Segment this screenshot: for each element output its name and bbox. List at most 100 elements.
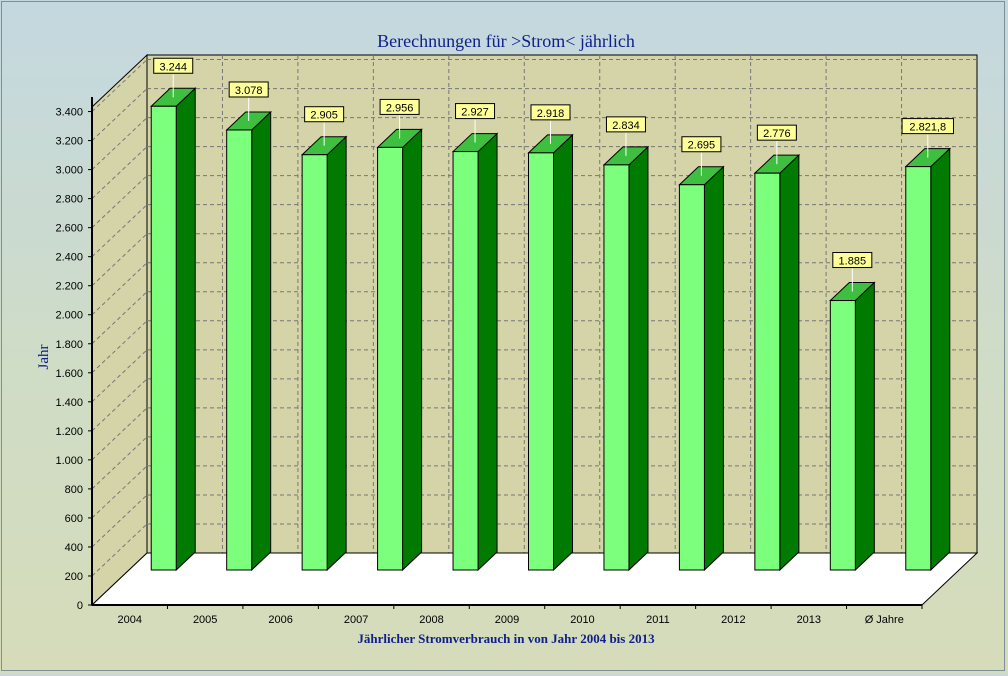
bar-side (326, 135, 347, 572)
data-label-box (832, 252, 873, 269)
y-tick-label: 3.400 (55, 107, 83, 119)
grid-line (91, 291, 148, 345)
bar-front (603, 164, 630, 571)
bar-side (402, 128, 423, 572)
data-label-box (605, 116, 646, 133)
bar-side (628, 145, 649, 572)
x-tick-label: 2011 (646, 614, 670, 626)
x-tick-label: 2004 (117, 614, 141, 626)
y-tick-label: 2.000 (55, 310, 83, 322)
grid-line (91, 175, 148, 229)
bar-front (528, 152, 554, 571)
bar-2013 (829, 281, 876, 572)
data-label: 2.905 (310, 110, 338, 122)
x-tick-label: 2007 (344, 614, 368, 626)
data-label-box (379, 98, 420, 115)
data-label-box (304, 106, 345, 123)
bar-2005 (225, 110, 272, 572)
grid-line (91, 146, 148, 199)
grid-line (91, 494, 148, 548)
bar-2007 (376, 128, 423, 572)
grid-line (91, 233, 148, 287)
bar-front (754, 172, 781, 571)
x-tick-label: 2013 (797, 614, 821, 626)
y-tick-label: 2.400 (55, 252, 83, 264)
bar-2009 (527, 133, 574, 572)
bar-2012 (753, 153, 801, 572)
grid-line (91, 436, 148, 490)
y-tick-label: 0 (77, 600, 83, 612)
bar-side (854, 281, 875, 572)
y-tick-label: 1.600 (55, 368, 83, 380)
chart-title: Berechnungen für >Strom< jährlich (377, 31, 635, 51)
grid-line (91, 523, 148, 577)
data-label: 2.956 (386, 102, 414, 114)
x-tick-label: 2010 (570, 614, 594, 626)
data-label: 2.834 (612, 120, 640, 132)
bar-side (930, 147, 951, 572)
bar-side (477, 132, 498, 572)
x-axis-ticks: 2004 2005 2006 2007 2008 2009 2010 2011 2012 2013… (117, 605, 923, 626)
bar-Ø Jahre (904, 147, 952, 572)
y-tick-label: 3.000 (55, 165, 83, 177)
y-tick-label: 1.200 (55, 426, 83, 438)
bar-2008 (451, 132, 499, 572)
grid-line (91, 262, 148, 316)
x-tick-label: 2009 (495, 614, 519, 626)
grid-line (91, 407, 148, 461)
y-tick-label: 800 (65, 484, 83, 496)
x-tick-label: 2012 (721, 614, 745, 626)
y-tick-label: 2.200 (55, 281, 83, 293)
data-label: 2.918 (537, 108, 565, 120)
y-tick-label: 3.200 (55, 136, 83, 148)
grid-line (91, 117, 148, 170)
data-label-box (455, 103, 496, 120)
x-tick-label: Ø Jahre (865, 614, 904, 626)
bar-2011 (678, 165, 725, 572)
bar-2006 (300, 135, 348, 572)
bar-side (553, 133, 573, 572)
bar-front (905, 166, 932, 571)
bar-2010 (602, 145, 650, 572)
data-label-box (901, 118, 954, 135)
grid-line (91, 465, 148, 519)
bars (149, 87, 952, 572)
y-tick-label: 1.400 (55, 397, 83, 409)
x-tick-label: 2005 (193, 614, 217, 626)
bar-side (175, 87, 196, 572)
data-label: 3.078 (235, 85, 263, 97)
y-tick-label: 2.600 (55, 223, 83, 235)
y-axis-ticks: 0 200 400 600 800 1.000 1.200 1.400 1.600 1.800 2.… (55, 107, 92, 612)
data-label: 2.695 (688, 140, 716, 152)
data-label-box (756, 124, 797, 141)
data-label: 3.244 (159, 61, 187, 73)
y-tick-label: 200 (65, 571, 83, 583)
bar-front (377, 146, 404, 571)
grid-line (91, 59, 148, 112)
y-tick-label: 1.000 (55, 455, 83, 467)
data-label: 2.927 (461, 107, 489, 119)
grid-line (91, 204, 148, 258)
y-tick-label: 400 (65, 542, 83, 554)
y-tick-label: 2.800 (55, 194, 83, 206)
data-labels: 3.244 3.078 2.905 2.956 2.927 2.918 2.834 2.695… (153, 57, 954, 292)
bar-front (452, 151, 479, 571)
y-tick-label: 600 (65, 513, 83, 525)
grid-line (91, 349, 148, 403)
data-label-box (530, 104, 571, 121)
bar-2004 (149, 87, 197, 572)
bar-front (678, 184, 705, 571)
data-label-box (681, 136, 722, 153)
bar-front (150, 105, 177, 571)
bar-side (703, 165, 724, 572)
data-label: 1.885 (839, 256, 867, 268)
x-tick-label: 2006 (268, 614, 292, 626)
bar-side (251, 110, 272, 572)
grid-line (91, 378, 148, 432)
data-label: 2.776 (763, 128, 791, 140)
bar-front (226, 129, 253, 571)
bar-front (829, 300, 856, 571)
data-label: 2.821,8 (909, 122, 946, 134)
